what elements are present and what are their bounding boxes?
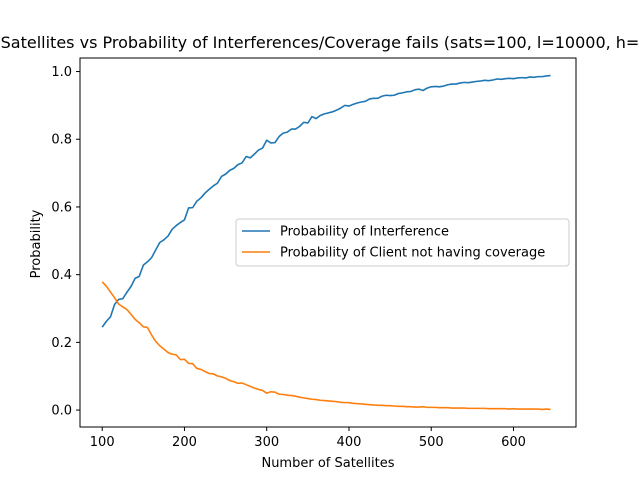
x-axis-label: Number of Satellites: [261, 456, 394, 471]
series-line-2: [101, 281, 551, 411]
legend-box: [235, 218, 570, 267]
axes-frame: [79, 57, 577, 428]
y-tick-label: 1.0: [51, 65, 72, 80]
x-tick-label: 500: [419, 435, 444, 450]
series-layer: [101, 74, 551, 411]
legend-label-2: Probability of Client not having coverag…: [280, 246, 545, 261]
chart-title: Satellites vs Probability of Interferenc…: [1, 33, 640, 52]
legend: Probability of Interference Probability o…: [235, 218, 570, 267]
y-tick-label: 0.6: [51, 200, 72, 215]
x-tick-label: 200: [172, 435, 197, 450]
x-tick-label: 100: [90, 435, 115, 450]
x-axis-ticks: 100 200 300 400 500 600: [90, 427, 526, 450]
x-tick-label: 600: [501, 435, 526, 450]
x-tick-label: 400: [337, 435, 362, 450]
y-tick-label: 0.0: [51, 404, 72, 419]
y-axis-label: Probability: [29, 209, 44, 278]
y-tick-label: 0.4: [51, 268, 72, 283]
series-line-1: [101, 74, 551, 328]
y-tick-label: 0.2: [51, 336, 72, 351]
plot-area: [79, 57, 577, 428]
legend-label-1: Probability of Interference: [280, 225, 449, 240]
y-axis-ticks: 0.0 0.2 0.4 0.6 0.8 1.0: [51, 65, 80, 419]
x-tick-label: 300: [254, 435, 279, 450]
y-tick-label: 0.8: [51, 133, 72, 148]
